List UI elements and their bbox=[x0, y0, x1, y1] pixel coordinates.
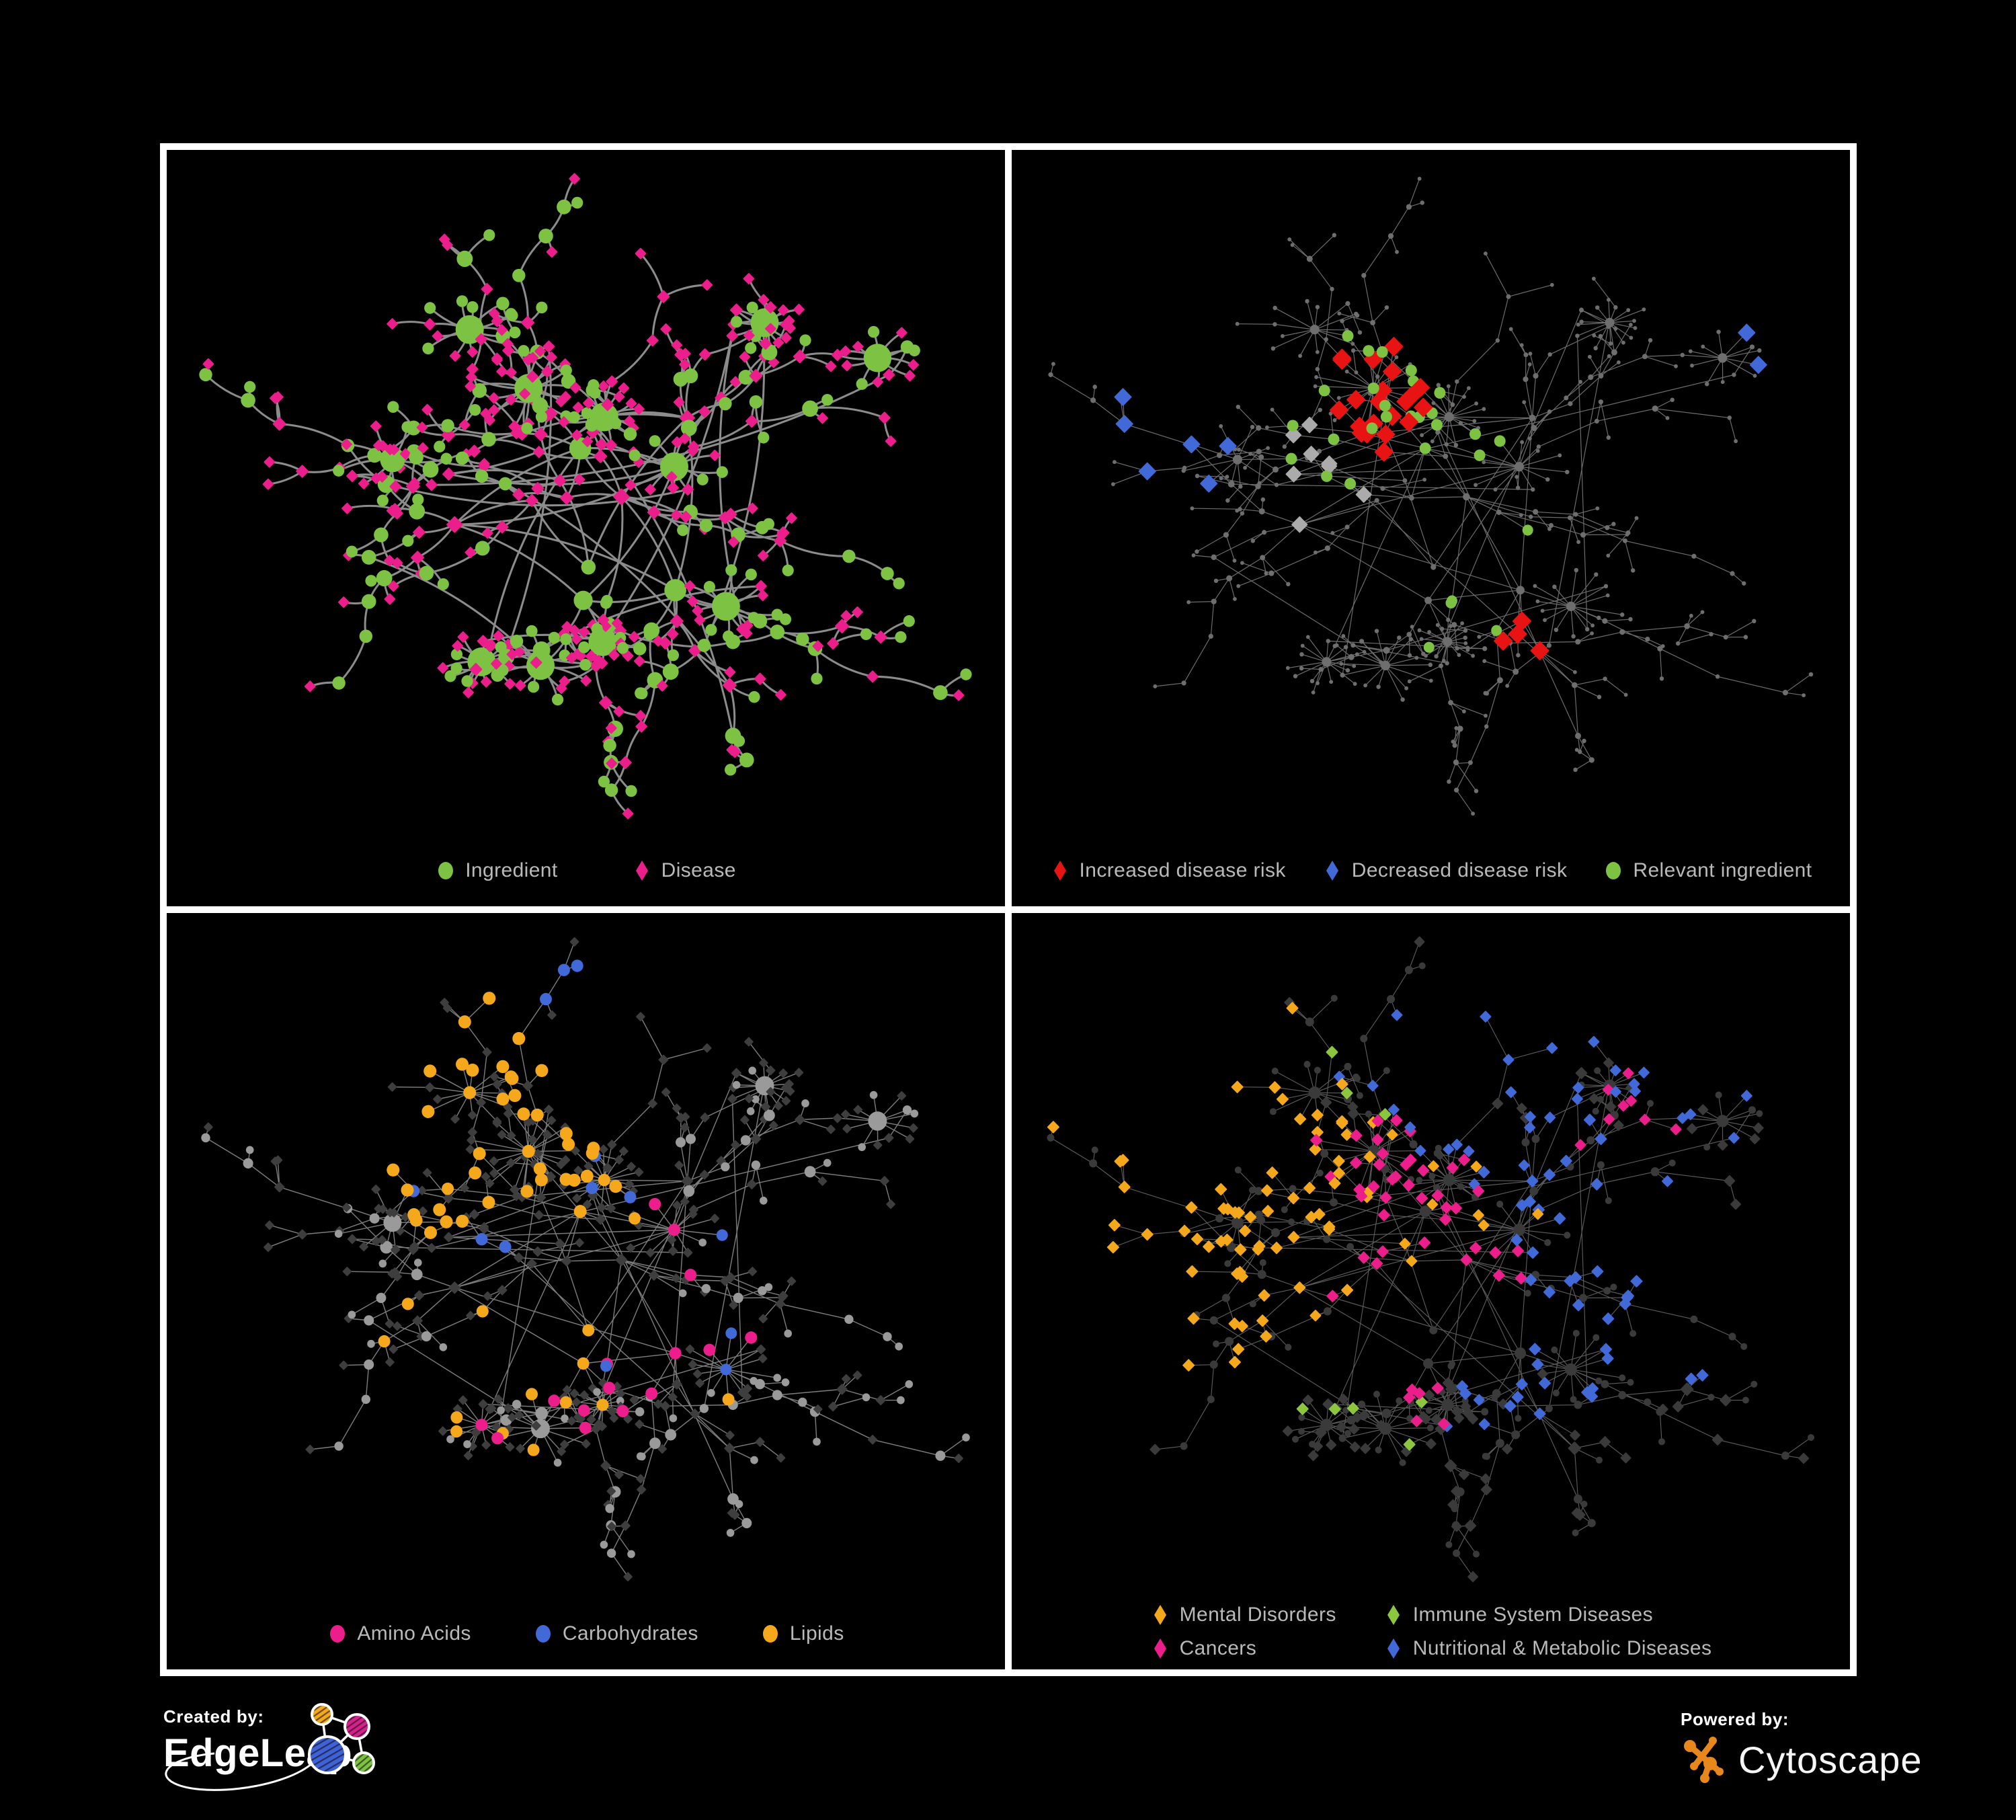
diamond-marker-icon bbox=[1387, 1638, 1400, 1659]
network-canvas-nutrient-categories[interactable] bbox=[167, 913, 1005, 1606]
panel-nutrient-categories: Amino Acids Carbohydrates Lipids bbox=[167, 913, 1005, 1669]
legend-label: Carbohydrates bbox=[562, 1622, 698, 1645]
edges-layer bbox=[1050, 178, 1812, 814]
legend-item-nutrient-categories-2[interactable]: Lipids bbox=[760, 1622, 844, 1645]
highlight-nodes-layer bbox=[1114, 323, 1767, 661]
legend-item-ingredient-disease-1[interactable]: Disease bbox=[632, 859, 736, 882]
legend-label: Immune System Diseases bbox=[1412, 1604, 1653, 1626]
legend-item-ingredient-disease-0[interactable]: Ingredient bbox=[436, 859, 557, 882]
legend-label: Increased disease risk bbox=[1079, 859, 1286, 881]
legend-item-disease-categories-1[interactable]: Immune System Diseases bbox=[1383, 1604, 1712, 1626]
diamond-marker-icon bbox=[635, 861, 648, 881]
legend-label: Cancers bbox=[1179, 1637, 1257, 1659]
edges-layer bbox=[205, 941, 967, 1577]
legend-item-disease-categories-2[interactable]: Cancers bbox=[1150, 1637, 1336, 1660]
circle-marker-icon bbox=[762, 1625, 778, 1643]
circle-marker-icon bbox=[1606, 862, 1621, 879]
legend-ingredient-disease: Ingredient Disease bbox=[167, 859, 1005, 882]
diamond-marker-icon bbox=[1326, 861, 1338, 881]
legend-label: Mental Disorders bbox=[1179, 1604, 1336, 1626]
highlight-nodes-layer bbox=[1047, 1002, 1752, 1451]
diamond-marker-icon bbox=[1387, 1605, 1400, 1625]
circle-marker-icon bbox=[330, 1625, 346, 1643]
legend-item-disease-categories-0[interactable]: Mental Disorders bbox=[1150, 1604, 1336, 1626]
network-canvas-disease-categories[interactable] bbox=[1012, 913, 1850, 1606]
panel-disease-risk: Increased disease risk Decreased disease … bbox=[1012, 150, 1850, 906]
diamond-marker-icon bbox=[1053, 861, 1066, 881]
nodes-layer bbox=[1048, 176, 1814, 816]
cytoscape-credit: Powered by: Cytoscape bbox=[1681, 1709, 1963, 1810]
panel-disease-categories: Mental Disorders Immune System Diseases Ca… bbox=[1012, 913, 1850, 1669]
powered-by-label: Powered by: bbox=[1681, 1709, 1789, 1729]
edges-layer bbox=[1050, 941, 1812, 1577]
diamond-marker-icon bbox=[1154, 1605, 1166, 1625]
panels-grid: Ingredient Disease Increased disease risk… bbox=[160, 143, 1857, 1676]
edgeleap-logo-icon bbox=[165, 1703, 375, 1791]
legend-item-disease-risk-0[interactable]: Increased disease risk bbox=[1050, 859, 1286, 882]
circle-marker-icon bbox=[438, 862, 454, 879]
legend-nutrient-categories: Amino Acids Carbohydrates Lipids bbox=[167, 1622, 1005, 1645]
network-canvas-ingredient-disease[interactable] bbox=[167, 150, 1005, 842]
cytoscape-wordmark: Cytoscape bbox=[1738, 1738, 1923, 1781]
nodes-layer bbox=[199, 173, 972, 820]
circle-marker-icon bbox=[535, 1625, 551, 1643]
legend-label: Lipids bbox=[789, 1622, 844, 1645]
nodes-layer bbox=[201, 937, 970, 1582]
legend-label: Decreased disease risk bbox=[1351, 859, 1568, 881]
panel-ingredient-disease: Ingredient Disease bbox=[167, 150, 1005, 906]
legend-item-disease-categories-3[interactable]: Nutritional & Metabolic Diseases bbox=[1383, 1637, 1712, 1660]
edgeleap-credit: Created by: EdgeLeap bbox=[163, 1703, 513, 1817]
legend-label: Disease bbox=[661, 859, 736, 881]
legend-item-nutrient-categories-0[interactable]: Amino Acids bbox=[327, 1622, 471, 1645]
legend-item-disease-risk-2[interactable]: Relevant ingredient bbox=[1603, 859, 1812, 882]
diamond-marker-icon bbox=[1154, 1638, 1166, 1659]
nodes-layer bbox=[1047, 936, 1814, 1583]
legend-label: Relevant ingredient bbox=[1633, 859, 1812, 881]
legend-item-disease-risk-1[interactable]: Decreased disease risk bbox=[1322, 859, 1568, 882]
cytoscape-logo-icon bbox=[1684, 1737, 1724, 1783]
highlight-nodes-layer bbox=[378, 959, 758, 1456]
legend-label: Amino Acids bbox=[357, 1622, 471, 1645]
legend-label: Nutritional & Metabolic Diseases bbox=[1412, 1637, 1712, 1659]
created-by-label: Created by: bbox=[163, 1706, 264, 1727]
legend-item-nutrient-categories-1[interactable]: Carbohydrates bbox=[533, 1622, 698, 1645]
legend-label: Ingredient bbox=[465, 859, 558, 881]
legend-disease-risk: Increased disease risk Decreased disease … bbox=[1012, 859, 1850, 882]
edges-layer bbox=[204, 177, 967, 815]
network-canvas-disease-risk[interactable] bbox=[1012, 150, 1850, 842]
legend-disease-categories: Mental Disorders Immune System Diseases Ca… bbox=[1012, 1604, 1850, 1660]
